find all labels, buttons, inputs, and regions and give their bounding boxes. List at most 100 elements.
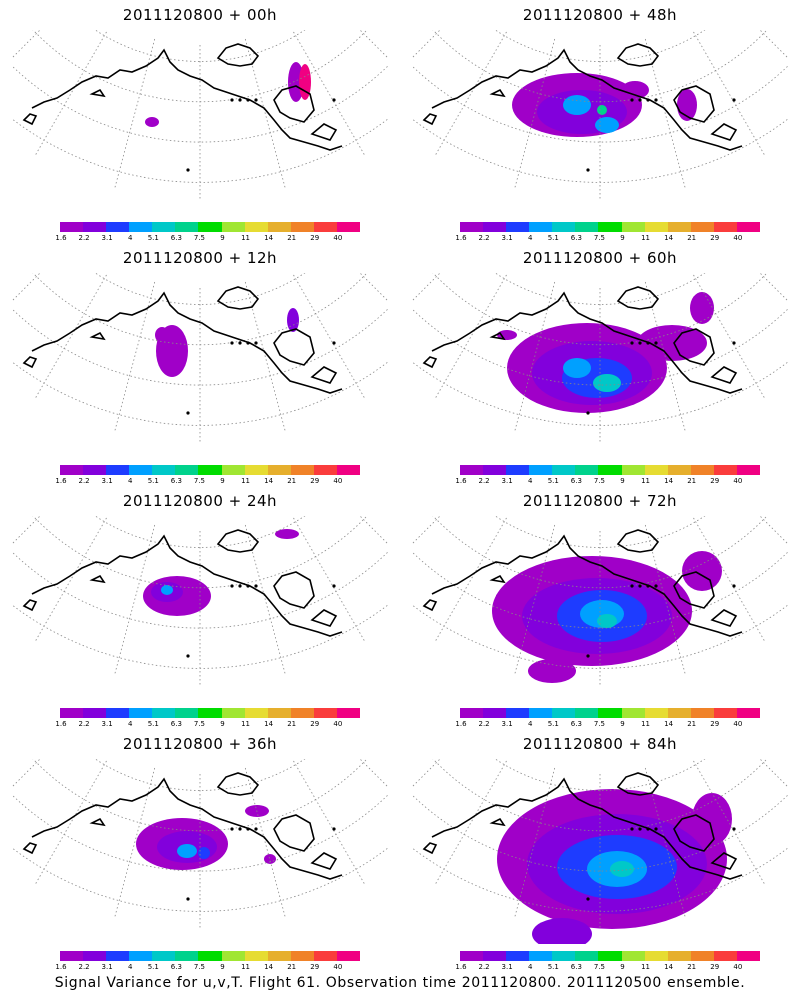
colorbar-tick-label: 6.3 xyxy=(170,720,182,728)
colorbar-swatch xyxy=(483,708,507,718)
coastline xyxy=(489,817,506,827)
longitude-gridline xyxy=(752,30,788,35)
longitude-gridline xyxy=(434,30,509,156)
colorbar-swatch xyxy=(198,708,222,718)
colorbar-tick-label: 7.5 xyxy=(593,234,605,242)
variance-contour xyxy=(299,64,311,100)
colorbar xyxy=(60,465,361,475)
island-marker xyxy=(638,584,642,588)
colorbar-tick-label: 21 xyxy=(287,477,297,485)
colorbar-tick-label: 1.6 xyxy=(55,720,67,728)
colorbar-tick-label: 11 xyxy=(641,477,651,485)
colorbar-swatch xyxy=(244,222,268,232)
longitude-gridline xyxy=(691,273,766,399)
colorbar-tick-label: 40 xyxy=(733,477,743,485)
coastline xyxy=(31,777,343,880)
coastline xyxy=(710,609,738,627)
longitude-gridline xyxy=(514,38,556,189)
coastline xyxy=(273,814,315,852)
colorbar-swatch xyxy=(460,951,484,961)
island-marker xyxy=(630,341,634,345)
colorbar-swatch xyxy=(152,222,176,232)
longitude-gridline xyxy=(244,524,286,675)
coastline xyxy=(422,356,438,369)
colorbar-swatch xyxy=(713,222,737,232)
colorbar-swatch xyxy=(198,951,222,961)
colorbar-tick-label: 40 xyxy=(733,963,743,971)
colorbar-tick-label: 11 xyxy=(241,477,251,485)
colorbar-tick-label: 11 xyxy=(641,963,651,971)
colorbar-tick-label: 14 xyxy=(264,234,274,242)
colorbar-tick-label: 21 xyxy=(287,720,297,728)
colorbar-swatch xyxy=(244,951,268,961)
island-marker xyxy=(246,584,250,588)
coastline xyxy=(710,123,738,141)
variance-contour xyxy=(145,117,159,127)
variance-contour xyxy=(275,529,299,539)
colorbar-swatch xyxy=(529,465,553,475)
colorbar-tick-label: 9 xyxy=(620,477,625,485)
colorbar-tick-label: 21 xyxy=(687,477,697,485)
coastline xyxy=(431,777,743,880)
longitude-gridline xyxy=(752,759,788,764)
colorbar-swatch xyxy=(460,708,484,718)
colorbar-swatch xyxy=(644,708,668,718)
colorbar xyxy=(460,465,761,475)
variance-contour xyxy=(155,327,169,343)
colorbar-tick-label: 1.6 xyxy=(455,963,467,971)
colorbar-swatch xyxy=(198,465,222,475)
variance-contour xyxy=(531,812,563,826)
colorbar-swatch xyxy=(552,708,576,718)
colorbar-swatch xyxy=(644,465,668,475)
coastline xyxy=(273,85,315,123)
colorbar-swatch xyxy=(152,465,176,475)
forecast-panel: 2011120800 + 60h 1.6 2.2 3.1 4 5.1 6.3 7.5 9 11 14… xyxy=(400,243,800,486)
colorbar-swatch xyxy=(175,465,199,475)
colorbar-tick-label: 5.1 xyxy=(147,234,159,242)
coastline xyxy=(710,852,738,870)
longitude-gridline xyxy=(691,759,766,885)
colorbar-swatch xyxy=(313,951,337,961)
colorbar-swatch xyxy=(129,951,153,961)
longitude-gridline xyxy=(691,516,766,642)
colorbar-tick-label: 11 xyxy=(241,720,251,728)
forecast-panel: 2011120800 + 00h 1.6 2.2 3.1 4 5.1 6.3 7.5 9 11 14… xyxy=(0,0,400,243)
coastline xyxy=(22,842,38,855)
colorbar-tick-label: 6.3 xyxy=(570,720,582,728)
colorbar-tick-label: 11 xyxy=(641,234,651,242)
colorbar-tick-labels: 1.6 2.2 3.1 4 5.1 6.3 7.5 9 11 14 21 29 40 xyxy=(55,720,375,730)
colorbar-tick-label: 2.2 xyxy=(78,234,90,242)
colorbar-swatch xyxy=(336,465,361,475)
colorbar-swatch xyxy=(267,951,291,961)
polar-stereographic-map xyxy=(12,30,388,200)
colorbar-tick-label: 7.5 xyxy=(593,963,605,971)
colorbar-swatch xyxy=(690,951,714,961)
island-marker xyxy=(638,341,642,345)
coastline xyxy=(422,599,438,612)
island-marker xyxy=(646,827,650,831)
island-marker xyxy=(230,584,234,588)
colorbar-tick-label: 5.1 xyxy=(147,720,159,728)
colorbar-tick-label: 3.1 xyxy=(101,720,113,728)
polar-stereographic-map xyxy=(412,516,788,686)
island-marker xyxy=(332,827,336,831)
colorbar-tick-label: 7.5 xyxy=(193,477,205,485)
colorbar-swatch xyxy=(313,465,337,475)
coastline xyxy=(616,772,660,796)
longitude-gridline xyxy=(114,281,156,432)
island-marker xyxy=(186,168,190,172)
island-marker xyxy=(586,654,590,658)
colorbar-swatch xyxy=(690,222,714,232)
colorbar-tick-label: 3.1 xyxy=(501,963,513,971)
polar-stereographic-map xyxy=(12,516,388,686)
variance-contour xyxy=(597,105,607,115)
colorbar-swatch xyxy=(621,951,645,961)
colorbar-tick-label: 1.6 xyxy=(455,477,467,485)
island-marker xyxy=(230,341,234,345)
colorbar-tick-label: 2.2 xyxy=(78,477,90,485)
coastline xyxy=(31,534,343,637)
longitude-gridline xyxy=(752,516,788,521)
colorbar-swatch xyxy=(621,465,645,475)
colorbar-swatch xyxy=(290,222,314,232)
island-marker xyxy=(186,411,190,415)
